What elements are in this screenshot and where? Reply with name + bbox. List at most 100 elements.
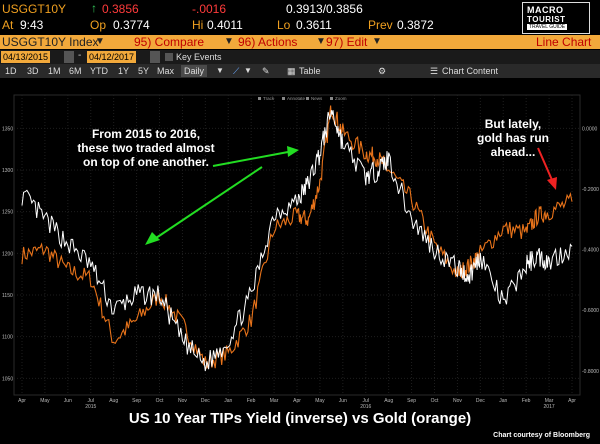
green-arrow-shaft — [155, 166, 263, 239]
chart-style-arrow-icon[interactable]: ▼ — [244, 66, 252, 75]
legend-label: Zoom — [335, 96, 347, 101]
grid-lines — [14, 95, 580, 395]
right-tick-label: 0.0000 — [582, 126, 598, 132]
period-1d[interactable]: 1D — [5, 66, 17, 76]
period-ytd[interactable]: YTD — [90, 66, 108, 76]
at-label: At — [2, 18, 14, 32]
start-date-input[interactable]: 04/13/2015 — [1, 51, 51, 63]
actions-arrow-icon[interactable]: ▼ — [316, 36, 326, 47]
actions-menu[interactable]: 96) Actions — [238, 35, 298, 49]
low-label: Lo — [277, 18, 291, 32]
left-tick-label: 1350 — [2, 126, 13, 132]
x-tick-label: Jan — [499, 398, 507, 404]
x-tick-label: Aug — [384, 398, 393, 404]
left-tick-label: 1150 — [2, 293, 13, 299]
start-calendar-icon[interactable] — [64, 51, 74, 63]
edit-menu[interactable]: 97) Edit — [326, 35, 368, 49]
period-1m[interactable]: 1M — [48, 66, 61, 76]
x-tick-label: Mar — [270, 398, 279, 404]
left-tick-label: 1250 — [2, 210, 13, 216]
logo-line-3: TRAVEL GUIDE — [527, 24, 568, 30]
right-tick-label: -0.8000 — [582, 369, 599, 375]
table-icon[interactable]: ▦ — [287, 66, 296, 76]
dropdown-arrow-icon[interactable]: ▼ — [95, 36, 105, 47]
x-year-label: 2017 — [544, 404, 555, 410]
quote-time: 9:43 — [20, 18, 44, 32]
period-3d[interactable]: 3D — [27, 66, 39, 76]
x-tick-label: Aug — [109, 398, 118, 404]
green-arrow-head-left — [145, 232, 160, 245]
period-5y[interactable]: 5Y — [138, 66, 150, 76]
left-tick-label: 1100 — [2, 335, 13, 341]
legend-marker — [306, 97, 309, 100]
left-axis: 1050 1100 1150 1200 1250 1300 1350 — [2, 126, 13, 382]
x-tick-label: Oct — [431, 398, 439, 404]
x-tick-label: May — [315, 398, 325, 404]
green-arrow-head-right — [287, 146, 299, 157]
chart-content-label[interactable]: Chart Content — [442, 66, 499, 76]
compare-menu[interactable]: 95) Compare — [134, 35, 205, 49]
settings-icon[interactable]: ⚙ — [378, 66, 387, 76]
x-tick-label: Dec — [476, 398, 485, 404]
logo-line-1: MACRO — [527, 5, 564, 15]
line-chart-icon[interactable]: ⟋ — [233, 66, 240, 76]
chart-content-icon[interactable]: ☰ — [430, 66, 439, 76]
annotation-right: But lately, gold has run ahead... — [468, 117, 558, 159]
period-6m[interactable]: 6M — [69, 66, 82, 76]
bid-ask: 0.3913/0.3856 — [286, 2, 363, 16]
x-tick-label: Oct — [156, 398, 164, 404]
frequency-select[interactable]: Daily — [181, 65, 208, 77]
chart-area: Track Annotate News Zoom 1050 1100 1150 1200 12… — [0, 80, 600, 410]
chart-credit: Chart courtesy of Bloomberg — [493, 432, 590, 439]
annotation-right-line-3: ahead... — [490, 145, 536, 159]
x-tick-label: Sep — [132, 398, 141, 404]
chart-tools-icon[interactable]: ✎ — [262, 66, 270, 76]
prev-value: 0.3872 — [397, 18, 434, 32]
table-label[interactable]: Table — [299, 66, 321, 76]
quote-header: USGGT10Y ↑ 0.3856 -.0016 0.3913/0.3856 A… — [0, 0, 600, 34]
left-tick-label: 1050 — [2, 376, 13, 382]
data-series — [21, 105, 573, 371]
edit-arrow-icon[interactable]: ▼ — [372, 36, 382, 47]
chart-background — [0, 80, 600, 410]
red-arrow-head — [547, 177, 557, 190]
compare-arrow-icon[interactable]: ▼ — [224, 36, 234, 47]
logo-line-2: TOURIST — [527, 15, 566, 24]
open-value: 0.3774 — [113, 18, 150, 32]
period-max[interactable]: Max — [157, 66, 175, 76]
legend-marker — [258, 97, 261, 100]
high-value: 0.4011 — [207, 18, 243, 32]
legend-label: Annotate — [287, 96, 306, 101]
legend-label: News — [311, 96, 323, 101]
legend-marker — [282, 97, 285, 100]
green-arrow-shaft-right — [212, 151, 289, 167]
tips-series-line — [21, 110, 573, 371]
right-tick-label: -0.6000 — [582, 308, 599, 314]
x-tick-label: Apr — [293, 398, 301, 404]
period-1y[interactable]: 1Y — [118, 66, 130, 76]
date-separator: - — [78, 50, 82, 61]
security-index-label[interactable]: USGGT10Y Index — [2, 35, 99, 49]
end-calendar-icon[interactable] — [150, 51, 160, 63]
annotation-left-line-2: these two traded almost — [77, 141, 215, 155]
frequency-arrow-icon[interactable]: ▼ — [216, 66, 224, 75]
ticker-symbol[interactable]: USGGT10Y — [2, 2, 67, 16]
key-events-label: Key Events — [176, 52, 222, 62]
left-tick-label: 1200 — [2, 251, 13, 257]
open-label: Op — [90, 18, 107, 32]
chart-type-label[interactable]: Line Chart — [536, 35, 592, 49]
legend-label: Track — [263, 96, 275, 101]
up-arrow-icon: ↑ — [91, 1, 97, 15]
high-label: Hi — [192, 18, 204, 32]
x-tick-label: Feb — [247, 398, 256, 404]
end-date-input[interactable]: 04/12/2017 — [87, 51, 137, 63]
legend-marker — [330, 97, 333, 100]
x-tick-label: Apr — [18, 398, 26, 404]
key-events-checkbox[interactable] — [165, 53, 173, 61]
right-tick-label: -0.2000 — [582, 187, 599, 193]
x-tick-label: Nov — [453, 398, 462, 404]
annotation-left-line-3: on top of one another. — [83, 155, 209, 169]
annotation-right-line-2: gold has run — [477, 131, 549, 145]
period-toolbar: 1D 3D 1M 6M YTD 1Y 5Y Max Daily ▼ ⟋ ▼ ✎ … — [0, 64, 600, 78]
red-arrow-shaft — [537, 147, 553, 181]
